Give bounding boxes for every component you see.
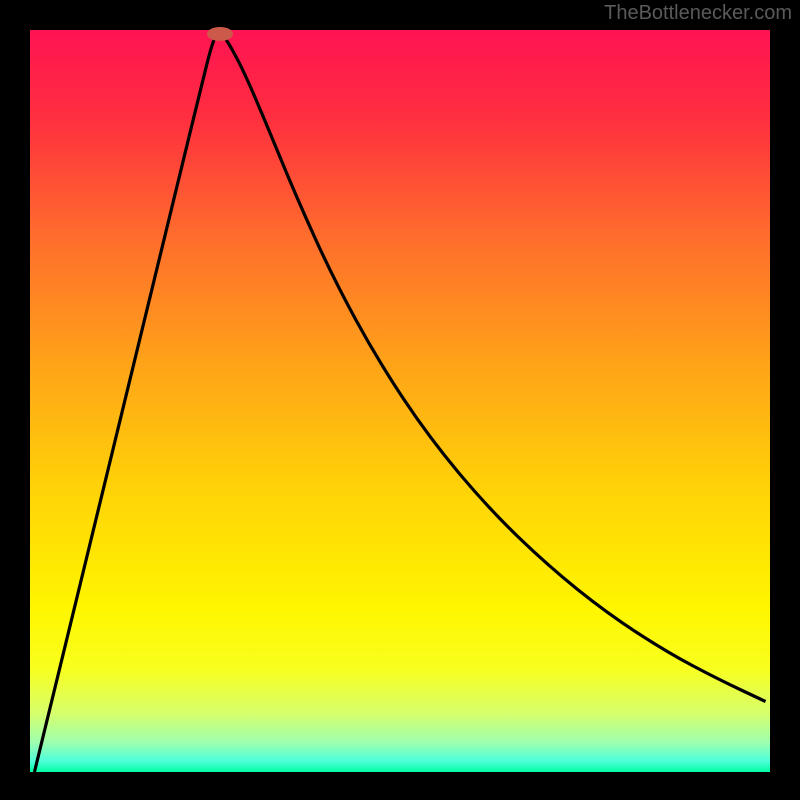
curve-svg xyxy=(30,30,770,772)
plot-area xyxy=(30,30,770,772)
optimum-marker xyxy=(207,27,233,41)
bottleneck-curve xyxy=(34,34,765,772)
chart-container: TheBottlenecker.com xyxy=(0,0,800,800)
watermark-text: TheBottlenecker.com xyxy=(604,2,792,25)
